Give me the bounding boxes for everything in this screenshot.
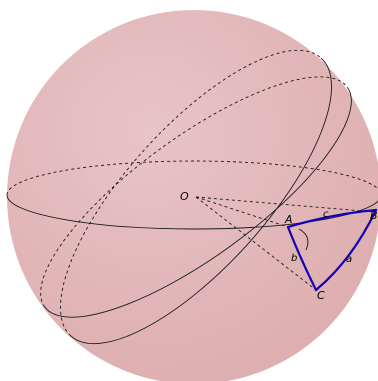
meridian-great-circle [40, 76, 352, 318]
tilted-circle-front [70, 57, 332, 345]
label-vertex-a: A [284, 213, 293, 226]
label-side-a: a [346, 254, 352, 265]
label-vertex-b: B [370, 209, 378, 222]
triangle-side-c [286, 208, 378, 229]
triangle-side-b [286, 225, 318, 292]
meridian-back [40, 76, 348, 308]
tilted-great-circle [60, 49, 332, 345]
radius-oa [195, 196, 289, 228]
label-vertex-c: C [317, 289, 325, 302]
equator-back [6, 160, 378, 196]
spherical-triangle [286, 208, 378, 292]
label-side-b: b [291, 253, 297, 264]
great-circles [6, 49, 378, 345]
sphere [7, 10, 378, 381]
triangle-side-a [314, 208, 378, 292]
meridian-front [44, 86, 352, 318]
angle-arc-a [298, 228, 309, 251]
label-side-c: c [323, 209, 329, 220]
label-center-o: O [180, 190, 189, 203]
tilted-circle-back [60, 49, 322, 337]
radius-oc [195, 196, 317, 291]
